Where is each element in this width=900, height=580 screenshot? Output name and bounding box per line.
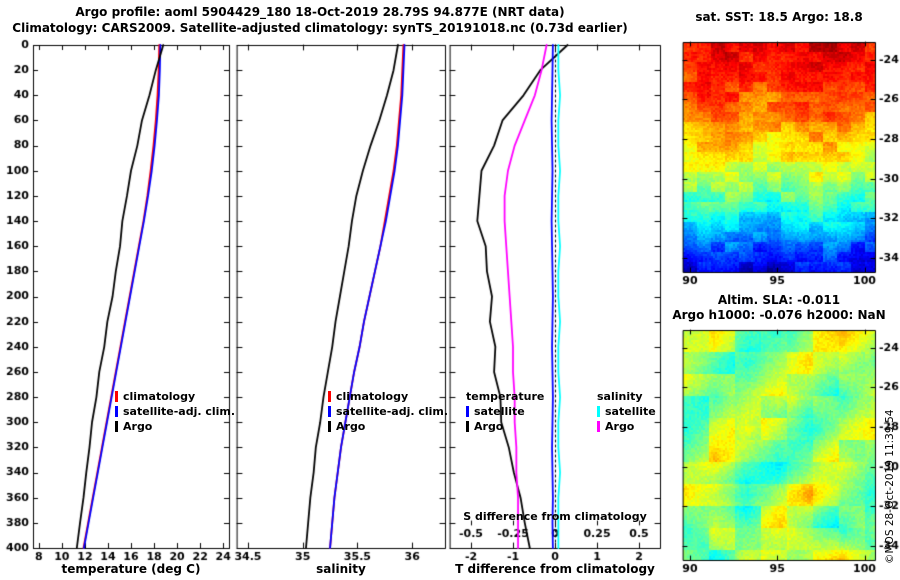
climatology-line-marker [115, 391, 118, 402]
legend-item-argo: Argo [115, 419, 235, 434]
climatology-line-marker [328, 391, 331, 402]
temperature-axis-label: temperature (deg C) [61, 562, 201, 576]
legend-item-argo: Argo [597, 419, 656, 434]
sst-map-title: sat. SST: 18.5 Argo: 18.8 [695, 10, 863, 24]
legend-label: Argo [336, 420, 366, 433]
legend-item-argo: Argo [328, 419, 448, 434]
argo-line-marker [115, 421, 118, 432]
salinity-legend: climatology satellite-adj. clim. Argo [328, 389, 448, 434]
salinity-profile-panel [237, 45, 445, 548]
legend-item-argo: Argo [466, 419, 544, 434]
temperature-legend: climatology satellite-adj. clim. Argo [115, 389, 235, 434]
satellite-clim-line-marker [115, 406, 118, 417]
legend-label: Argo [605, 420, 635, 433]
legend-label: climatology [336, 390, 409, 403]
argo-line-marker [466, 421, 469, 432]
satellite-line-marker [466, 406, 469, 417]
legend-label: Argo [123, 420, 153, 433]
legend-label: Argo [474, 420, 504, 433]
figure-title-line1: Argo profile: aoml 5904429_180 18-Oct-20… [75, 5, 565, 19]
legend-item-climatology: climatology [328, 389, 448, 404]
legend-label: satellite-adj. clim. [123, 405, 236, 418]
legend-label: climatology [123, 390, 196, 403]
legend-label: satellite [474, 405, 525, 418]
sst-map-panel [683, 42, 875, 272]
argo-line-marker [597, 421, 600, 432]
satellite-line-marker [597, 406, 600, 417]
argo-line-marker [328, 421, 331, 432]
legend-label: satellite-adj. clim. [336, 405, 449, 418]
legend-item-satellite-clim: satellite-adj. clim. [115, 404, 235, 419]
difference-profile-panel [450, 45, 660, 548]
legend-label: satellite [605, 405, 656, 418]
satellite-clim-line-marker [328, 406, 331, 417]
difference-salinity-legend: salinity satellite Argo [597, 389, 656, 434]
difference-temperature-legend: temperature satellite Argo [466, 389, 544, 434]
s-difference-axis-label: S difference from climatology [463, 510, 647, 523]
watermark-timestamp: ©MOS 28-Oct-2019 11:39:54 [884, 409, 896, 564]
salinity-axis-label: salinity [316, 562, 366, 576]
legend-item-climatology: climatology [115, 389, 235, 404]
sla-map-panel [683, 330, 875, 560]
legend-item-satellite: satellite [466, 404, 544, 419]
legend-group-title: salinity [597, 390, 643, 403]
legend-item-satellite-clim: satellite-adj. clim. [328, 404, 448, 419]
legend-item-satellite: satellite [597, 404, 656, 419]
t-difference-axis-label: T difference from climatology [455, 562, 655, 576]
legend-group-title: temperature [466, 390, 545, 403]
figure-title-line2: Climatology: CARS2009. Satellite-adjuste… [12, 21, 628, 35]
sla-map-subtitle: Argo h1000: -0.076 h2000: NaN [672, 308, 886, 322]
sla-map-title: Altim. SLA: -0.011 [717, 293, 841, 307]
temperature-profile-panel [33, 45, 229, 548]
